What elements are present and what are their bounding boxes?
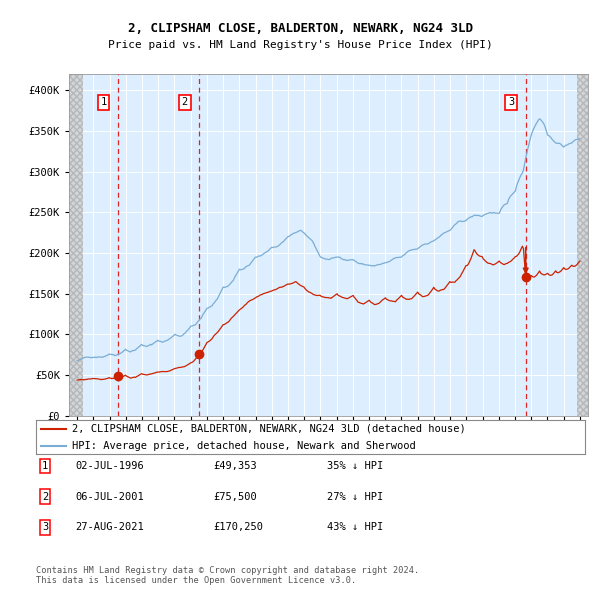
Text: 1: 1 [42, 461, 48, 471]
Text: 2, CLIPSHAM CLOSE, BALDERTON, NEWARK, NG24 3LD: 2, CLIPSHAM CLOSE, BALDERTON, NEWARK, NG… [128, 22, 473, 35]
Text: £75,500: £75,500 [213, 492, 257, 502]
Text: HPI: Average price, detached house, Newark and Sherwood: HPI: Average price, detached house, Newa… [71, 441, 415, 451]
Text: 2: 2 [42, 492, 48, 502]
Text: £49,353: £49,353 [213, 461, 257, 471]
Bar [577, 74, 588, 416]
Text: 35% ↓ HPI: 35% ↓ HPI [327, 461, 383, 471]
Text: 02-JUL-1996: 02-JUL-1996 [75, 461, 144, 471]
Text: £170,250: £170,250 [213, 523, 263, 532]
Text: 3: 3 [42, 523, 48, 532]
Bar [69, 74, 83, 416]
Text: Contains HM Land Registry data © Crown copyright and database right 2024.
This d: Contains HM Land Registry data © Crown c… [36, 566, 419, 585]
Text: Price paid vs. HM Land Registry's House Price Index (HPI): Price paid vs. HM Land Registry's House … [107, 40, 493, 50]
Text: 3: 3 [508, 97, 514, 107]
Text: 27-AUG-2021: 27-AUG-2021 [75, 523, 144, 532]
Text: 06-JUL-2001: 06-JUL-2001 [75, 492, 144, 502]
Text: 43% ↓ HPI: 43% ↓ HPI [327, 523, 383, 532]
Text: 27% ↓ HPI: 27% ↓ HPI [327, 492, 383, 502]
Text: 2, CLIPSHAM CLOSE, BALDERTON, NEWARK, NG24 3LD (detached house): 2, CLIPSHAM CLOSE, BALDERTON, NEWARK, NG… [71, 424, 466, 434]
Text: 2: 2 [182, 97, 188, 107]
Text: 1: 1 [101, 97, 107, 107]
